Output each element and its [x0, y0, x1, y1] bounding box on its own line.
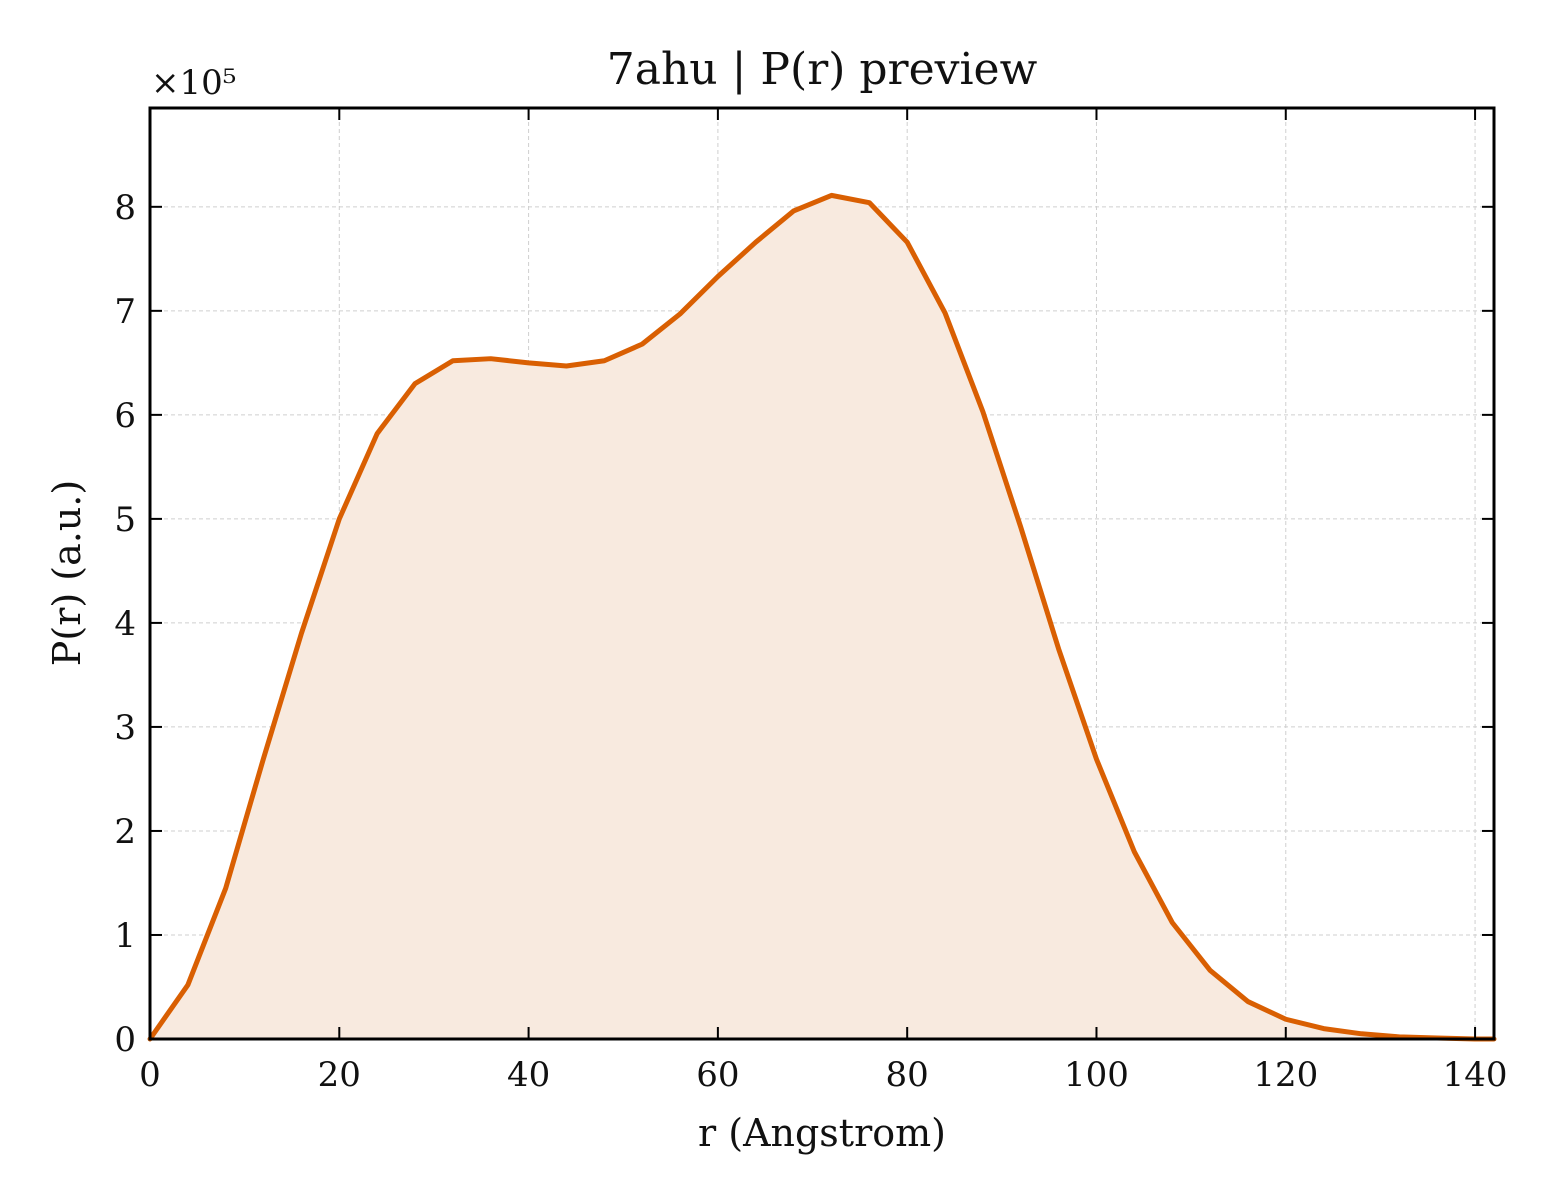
x-tick-label: 20 — [318, 1055, 361, 1095]
y-multiplier-label: ×10⁵ — [151, 63, 236, 103]
data-layer — [147, 192, 1497, 1042]
x-tick-label: 100 — [1064, 1055, 1129, 1095]
pr-area-fill — [150, 195, 1494, 1039]
y-axis-title: P(r) (a.u.) — [45, 480, 89, 666]
y-tick-label: 3 — [114, 708, 136, 748]
x-tick-label: 0 — [139, 1055, 161, 1095]
tick-layer: 0 20 40 60 80 100 120 140 0 1 2 3 4 5 6 7 8 — [114, 108, 1508, 1095]
x-tick-label: 140 — [1443, 1055, 1508, 1095]
y-tick-label: 6 — [114, 396, 136, 436]
y-tick-label: 7 — [114, 292, 136, 332]
plot-frame — [148, 106, 1496, 1041]
y-tick-label: 2 — [114, 812, 136, 852]
y-tick-label: 5 — [114, 500, 136, 540]
x-tick-label: 60 — [696, 1055, 739, 1095]
x-tick-label: 40 — [507, 1055, 550, 1095]
y-tick-label: 0 — [114, 1020, 136, 1060]
pr-series-line — [147, 192, 1497, 1042]
y-tick-label: 1 — [114, 916, 136, 956]
x-axis-title: r (Angstrom) — [698, 1111, 946, 1155]
x-tick-label: 120 — [1253, 1055, 1318, 1095]
chart-title: 7ahu | P(r) preview — [607, 44, 1038, 95]
y-tick-label: 4 — [114, 604, 136, 644]
y-tick-label: 8 — [114, 188, 136, 228]
x-tick-label: 80 — [886, 1055, 929, 1095]
